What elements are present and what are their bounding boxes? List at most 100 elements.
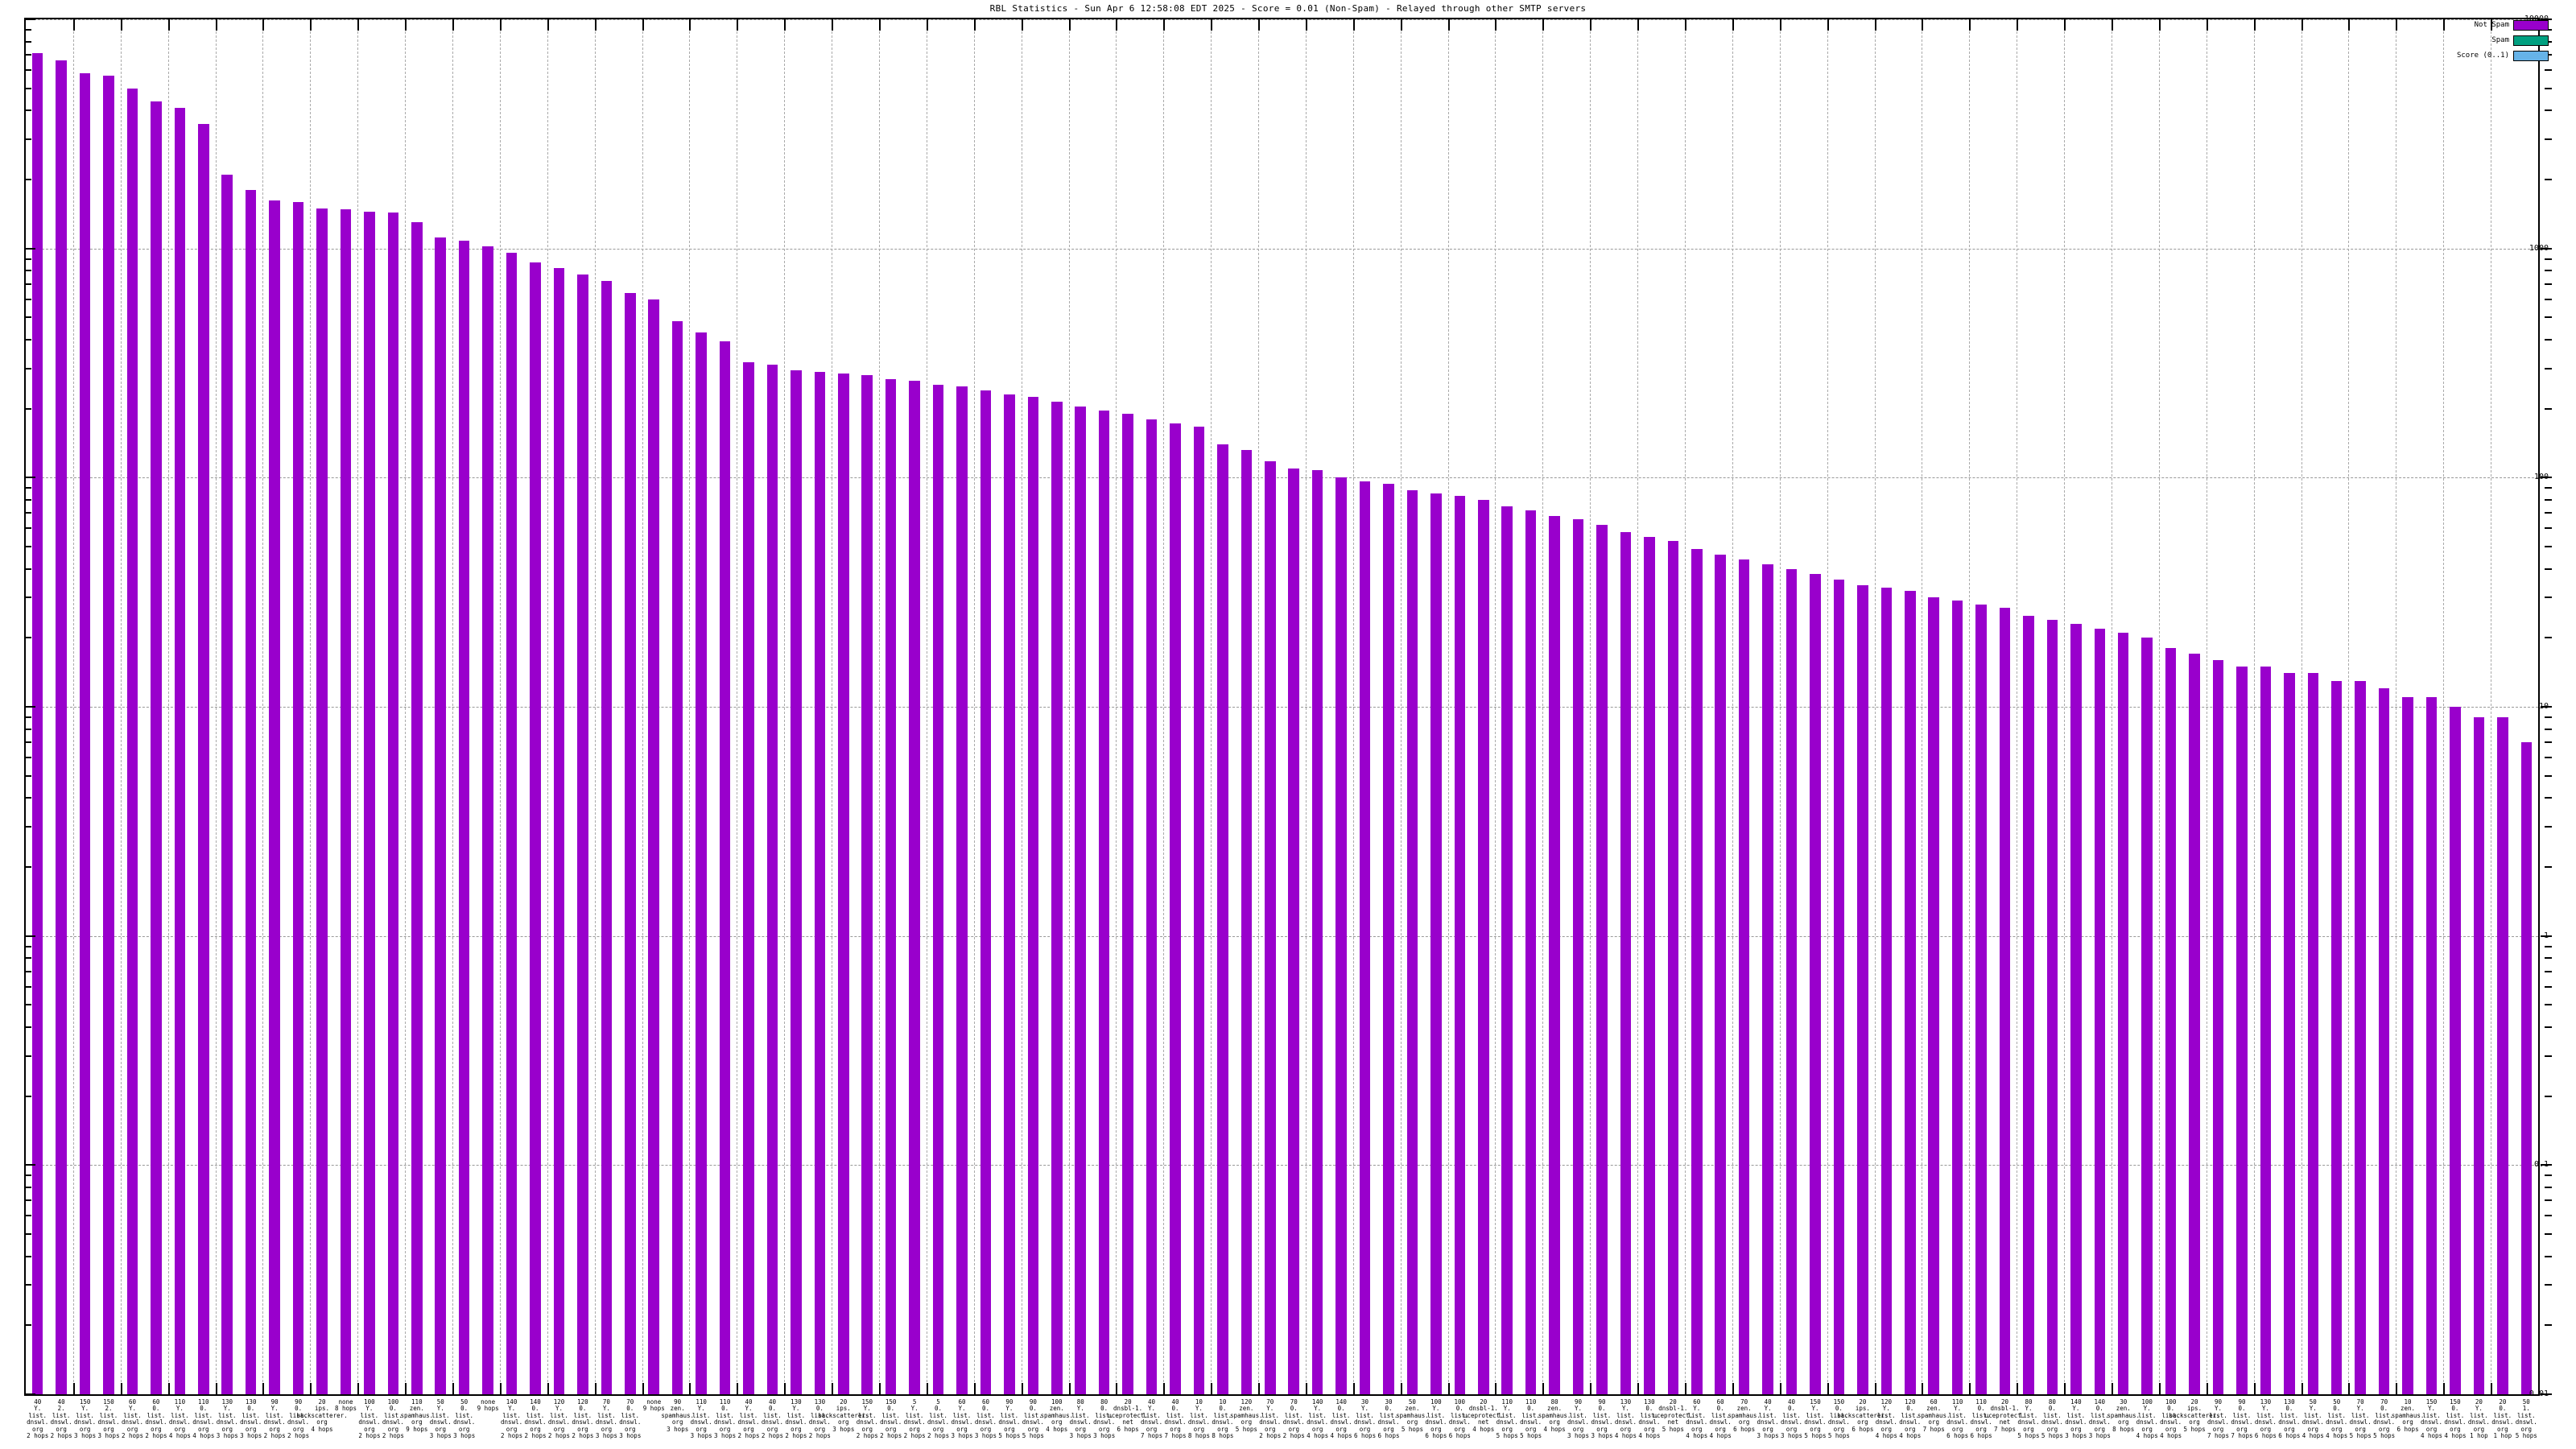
bar[interactable] bbox=[482, 246, 493, 1394]
bar[interactable] bbox=[766, 365, 778, 1394]
bar[interactable] bbox=[2425, 697, 2438, 1394]
bar[interactable] bbox=[269, 200, 280, 1394]
bar[interactable] bbox=[696, 332, 707, 1394]
bar[interactable] bbox=[387, 213, 399, 1394]
bar[interactable] bbox=[1975, 604, 1987, 1394]
bar[interactable] bbox=[221, 174, 233, 1394]
bar[interactable] bbox=[1170, 423, 1181, 1394]
legend-item-spam[interactable]: Spam bbox=[2446, 35, 2549, 46]
bar[interactable] bbox=[1311, 469, 1323, 1394]
bar[interactable] bbox=[1572, 518, 1584, 1394]
bar[interactable] bbox=[1122, 413, 1133, 1394]
bar[interactable] bbox=[1406, 490, 1418, 1394]
bar[interactable] bbox=[553, 268, 565, 1394]
bar[interactable] bbox=[1004, 394, 1015, 1394]
bar[interactable] bbox=[1501, 506, 1513, 1394]
bar[interactable] bbox=[2378, 688, 2390, 1394]
bar[interactable] bbox=[980, 390, 992, 1394]
bar[interactable] bbox=[2520, 742, 2533, 1394]
bar[interactable] bbox=[719, 341, 731, 1394]
bar[interactable] bbox=[1762, 564, 1773, 1394]
bar[interactable] bbox=[1738, 559, 1750, 1394]
bar[interactable] bbox=[1904, 591, 1916, 1394]
bar[interactable] bbox=[885, 378, 897, 1394]
bar[interactable] bbox=[1857, 584, 1868, 1394]
bar[interactable] bbox=[577, 274, 588, 1394]
bar[interactable] bbox=[2402, 697, 2413, 1394]
bar[interactable] bbox=[506, 252, 518, 1394]
bar[interactable] bbox=[1810, 573, 1821, 1394]
bar[interactable] bbox=[1596, 525, 1608, 1394]
bar[interactable] bbox=[2260, 666, 2272, 1394]
bar[interactable] bbox=[1525, 510, 1537, 1394]
bar[interactable] bbox=[316, 208, 328, 1394]
bar[interactable] bbox=[1454, 496, 1466, 1394]
bar[interactable] bbox=[1241, 450, 1253, 1394]
bar[interactable] bbox=[601, 281, 613, 1394]
bar[interactable] bbox=[31, 53, 43, 1394]
bar[interactable] bbox=[625, 292, 636, 1394]
bar[interactable] bbox=[909, 380, 920, 1394]
bar[interactable] bbox=[174, 108, 186, 1394]
bar[interactable] bbox=[1288, 468, 1299, 1394]
bar[interactable] bbox=[1667, 540, 1679, 1394]
bar[interactable] bbox=[1027, 397, 1039, 1394]
bar[interactable] bbox=[743, 361, 754, 1394]
bar[interactable] bbox=[458, 241, 470, 1394]
bar[interactable] bbox=[1359, 481, 1371, 1394]
bar[interactable] bbox=[1549, 516, 1560, 1394]
bar[interactable] bbox=[1430, 493, 1442, 1394]
bar[interactable] bbox=[1620, 531, 1632, 1394]
bar[interactable] bbox=[2094, 628, 2106, 1394]
bar[interactable] bbox=[2473, 717, 2485, 1394]
bar[interactable] bbox=[2212, 659, 2224, 1394]
bar[interactable] bbox=[2236, 666, 2248, 1394]
bar[interactable] bbox=[2497, 717, 2508, 1394]
bar[interactable] bbox=[2070, 624, 2082, 1394]
bar[interactable] bbox=[2330, 680, 2343, 1394]
bar[interactable] bbox=[2189, 654, 2200, 1394]
bar[interactable] bbox=[198, 123, 209, 1394]
bar[interactable] bbox=[956, 386, 968, 1394]
bar[interactable] bbox=[2023, 615, 2034, 1394]
bar[interactable] bbox=[364, 211, 375, 1394]
bar[interactable] bbox=[126, 88, 138, 1394]
bar[interactable] bbox=[1051, 401, 1063, 1394]
bar[interactable] bbox=[1644, 537, 1655, 1394]
bar[interactable] bbox=[2307, 673, 2319, 1394]
bar[interactable] bbox=[1217, 444, 1228, 1394]
bar[interactable] bbox=[79, 73, 91, 1394]
bar[interactable] bbox=[1265, 460, 1276, 1394]
bar[interactable] bbox=[838, 373, 849, 1394]
bar[interactable] bbox=[791, 369, 802, 1394]
bar[interactable] bbox=[1335, 477, 1347, 1394]
bar[interactable] bbox=[1383, 483, 1394, 1394]
bar[interactable] bbox=[2284, 673, 2295, 1394]
bar[interactable] bbox=[1193, 426, 1205, 1394]
bar[interactable] bbox=[411, 222, 423, 1394]
bar[interactable] bbox=[932, 384, 944, 1394]
legend-item-not-spam[interactable]: Not Spam bbox=[2446, 19, 2549, 31]
bar[interactable] bbox=[2141, 638, 2153, 1394]
bar[interactable] bbox=[1146, 419, 1158, 1394]
bar[interactable] bbox=[1477, 499, 1489, 1394]
bar[interactable] bbox=[2046, 619, 2058, 1394]
bar[interactable] bbox=[861, 375, 873, 1394]
bar[interactable] bbox=[814, 371, 826, 1394]
bar[interactable] bbox=[1928, 597, 1939, 1394]
bar[interactable] bbox=[435, 237, 447, 1394]
bar[interactable] bbox=[2355, 680, 2366, 1394]
bar[interactable] bbox=[1715, 555, 1726, 1394]
bar[interactable] bbox=[292, 201, 304, 1394]
bar[interactable] bbox=[671, 321, 683, 1394]
bar[interactable] bbox=[1785, 568, 1798, 1394]
bar[interactable] bbox=[2165, 648, 2177, 1394]
bar[interactable] bbox=[1833, 579, 1845, 1394]
bar[interactable] bbox=[245, 190, 257, 1394]
bar[interactable] bbox=[1951, 601, 1963, 1394]
bar[interactable] bbox=[1098, 411, 1110, 1394]
bar[interactable] bbox=[56, 60, 67, 1394]
bar[interactable] bbox=[1075, 406, 1086, 1394]
legend-item-score[interactable]: Score (0..1) bbox=[2446, 50, 2549, 61]
bar[interactable] bbox=[1690, 548, 1703, 1394]
